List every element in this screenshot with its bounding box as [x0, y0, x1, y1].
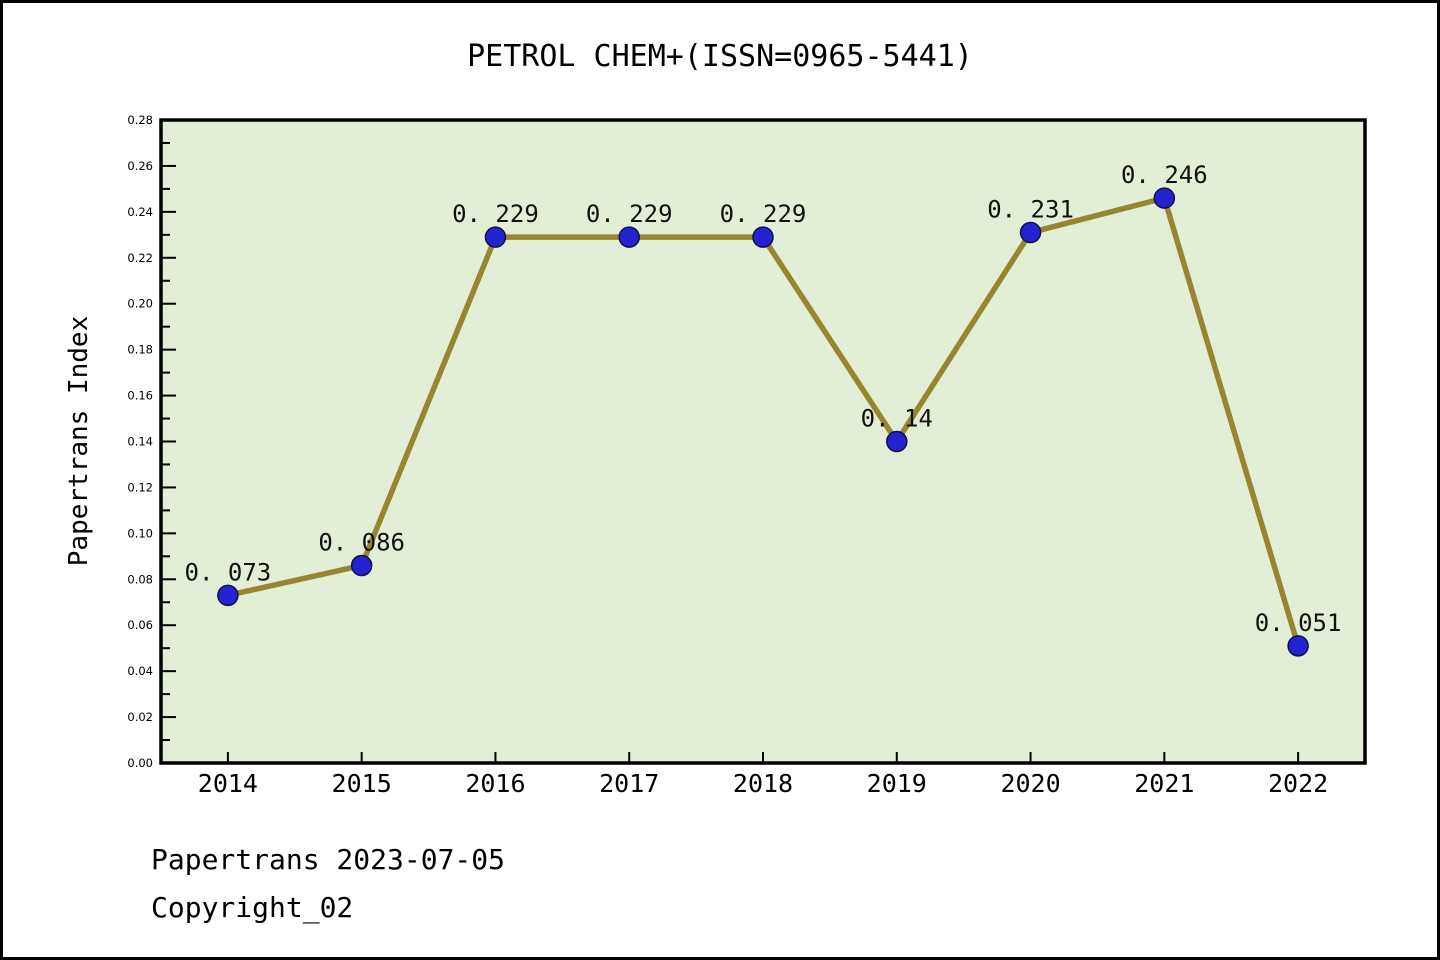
y-tick-label: 0.00: [127, 756, 153, 770]
data-point: [752, 226, 774, 248]
data-point-label: 0. 086: [318, 529, 405, 557]
y-tick-label: 0.14: [127, 435, 153, 449]
line-chart: 0.00 0.02 0.04 0.06 0.08 0.10 0.12 0.14 0.16 0.18…: [127, 113, 1367, 798]
x-tick-label: 2015: [332, 769, 392, 798]
x-tick-label: 2021: [1134, 769, 1194, 798]
x-tick-label: 2022: [1268, 769, 1328, 798]
y-tick-label: 0.16: [127, 389, 153, 403]
chart-title: PETROL CHEM+(ISSN=0965-5441): [467, 39, 973, 74]
x-tick-label: 2017: [599, 769, 659, 798]
y-tick-label: 0.02: [127, 710, 153, 724]
data-point: [1287, 635, 1309, 657]
x-tick-label: 2020: [1000, 769, 1060, 798]
data-point: [1019, 221, 1042, 244]
y-tick-label: 0.18: [127, 343, 153, 357]
x-tick-label: 2014: [198, 769, 258, 798]
data-point: [484, 226, 507, 248]
x-tick-label: 2016: [465, 769, 525, 798]
y-tick-label: 0.24: [127, 205, 153, 219]
y-tick-label: 0.12: [127, 480, 153, 494]
x-tick-label: 2018: [733, 769, 793, 798]
data-point: [1153, 187, 1176, 209]
footer-source-date: Papertrans 2023-07-05: [151, 843, 506, 876]
data-point-label: 0. 229: [452, 200, 539, 228]
data-point-label: 0. 229: [720, 200, 807, 228]
data-point-label: 0. 14: [861, 405, 933, 433]
data-point-label: 0. 073: [185, 558, 272, 586]
data-point: [618, 226, 640, 248]
y-tick-label: 0.08: [127, 572, 153, 586]
data-point: [886, 430, 908, 453]
data-point-label: 0. 051: [1255, 609, 1342, 637]
y-tick-label: 0.28: [127, 113, 153, 127]
data-point-label: 0. 231: [987, 196, 1074, 224]
y-tick-label: 0.06: [127, 618, 153, 632]
x-tick-label: 2019: [867, 769, 927, 798]
y-tick-label: 0.26: [127, 159, 153, 173]
y-tick-label: 0.04: [127, 664, 153, 678]
footer-copyright: Copyright_02: [151, 891, 354, 924]
y-tick-label: 0.22: [127, 251, 153, 265]
data-point-label: 0. 229: [586, 200, 673, 228]
data-point: [217, 584, 239, 607]
data-point: [350, 554, 373, 577]
y-tick-label: 0.10: [127, 526, 153, 540]
y-tick-label: 0.20: [127, 297, 153, 311]
data-point-label: 0. 246: [1121, 161, 1208, 189]
